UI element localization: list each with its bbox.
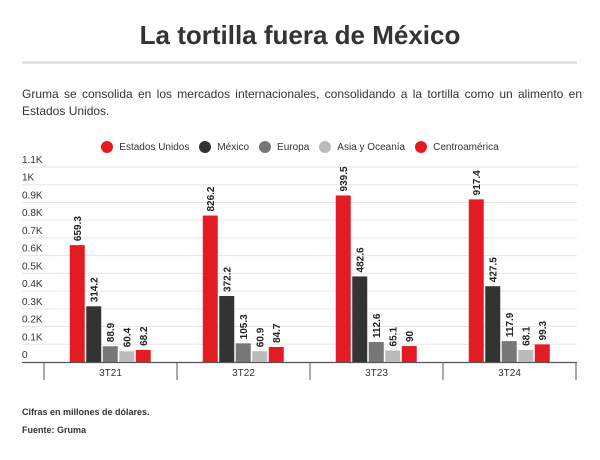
bar — [252, 351, 268, 362]
x-tick-label: 3T22 — [232, 368, 255, 379]
data-label: 939.5 — [339, 166, 350, 191]
bar — [352, 276, 368, 362]
data-label: 68.1 — [521, 326, 532, 346]
x-tick-label: 3T21 — [99, 368, 122, 379]
legend-swatch — [101, 141, 114, 153]
bar — [219, 296, 235, 362]
x-tick-label: 3T23 — [365, 368, 388, 379]
bar — [534, 344, 550, 362]
data-label: 117.9 — [505, 312, 516, 337]
y-tick-label: 0.9K — [22, 190, 43, 201]
data-label: 90 — [405, 330, 416, 342]
y-tick-label: 0.6K — [22, 244, 43, 255]
data-label: 60.4 — [122, 327, 133, 347]
data-label: 917.4 — [472, 170, 483, 195]
x-tick-label: 3T24 — [498, 368, 521, 379]
y-tick-label: 0 — [22, 350, 28, 361]
data-label: 105.3 — [239, 314, 250, 339]
data-label: 88.9 — [106, 322, 117, 342]
bar-chart: 0 0.1K 0.2K 0.3K 0.4K 0.5K 0.6K 0.7K 0.8K 0.9K 1K 1… — [22, 155, 577, 380]
y-tick-label: 0.3K — [22, 297, 43, 308]
data-label: 68.2 — [139, 326, 150, 346]
bar — [335, 195, 351, 362]
bar — [86, 306, 102, 362]
legend-item[interactable]: Asia y Oceanía — [319, 141, 405, 153]
legend-label: Estados Unidos — [119, 141, 190, 153]
legend-swatch — [259, 141, 272, 153]
data-label: 99.3 — [538, 320, 549, 340]
title-divider — [22, 61, 577, 64]
y-tick-label: 1K — [22, 173, 35, 184]
y-tick-label: 0.4K — [22, 279, 43, 290]
legend-item[interactable]: Europa — [259, 141, 309, 153]
data-label: 372.2 — [222, 267, 233, 292]
legend-swatch — [199, 141, 212, 153]
data-label: 314.2 — [89, 277, 100, 302]
data-label: 112.6 — [372, 313, 383, 338]
bar — [135, 349, 151, 362]
legend-swatch — [319, 141, 332, 153]
legend: Estados Unidos México Europa Asia y Oceanía… — [0, 141, 600, 153]
legend-label: Asia y Oceanía — [337, 141, 406, 153]
source-note: Fuente: Gruma — [22, 425, 87, 435]
bar — [518, 349, 534, 362]
bar — [235, 343, 251, 362]
y-tick-label: 0.1K — [22, 332, 43, 343]
bar — [485, 286, 501, 362]
data-label: 84.7 — [272, 323, 283, 343]
data-label: 65.1 — [388, 327, 399, 347]
units-note: Cifras en millones de dólares. — [22, 407, 150, 417]
legend-swatch — [415, 141, 428, 153]
y-tick-label: 1.1K — [22, 155, 43, 166]
bar — [268, 346, 284, 362]
bar — [401, 346, 417, 362]
y-tick-label: 0.5K — [22, 261, 43, 272]
bar — [102, 346, 118, 362]
chart-subtitle: Gruma se consolida en los mercados inter… — [22, 87, 582, 118]
y-tick-label: 0.8K — [22, 208, 43, 219]
bar — [202, 215, 218, 362]
data-label: 482.6 — [355, 247, 366, 272]
bar — [501, 341, 517, 362]
y-tick-label: 0.2K — [22, 315, 43, 326]
bar — [119, 351, 135, 362]
data-label: 427.5 — [488, 257, 499, 282]
bar — [368, 342, 384, 362]
legend-label: Centroamérica — [433, 141, 499, 153]
data-label: 60.9 — [255, 327, 266, 347]
y-tick-label: 0.7K — [22, 226, 43, 237]
legend-item[interactable]: Centroamérica — [415, 141, 499, 153]
data-label: 659.3 — [73, 216, 84, 241]
legend-label: México — [217, 141, 250, 153]
bar — [385, 350, 401, 362]
legend-item[interactable]: Estados Unidos — [101, 141, 189, 153]
data-label: 826.2 — [206, 186, 217, 211]
legend-item[interactable]: México — [199, 141, 249, 153]
legend-label: Europa — [277, 141, 310, 153]
bar — [468, 199, 484, 362]
chart-title: La tortilla fuera de México — [139, 20, 461, 50]
bar — [69, 245, 85, 362]
